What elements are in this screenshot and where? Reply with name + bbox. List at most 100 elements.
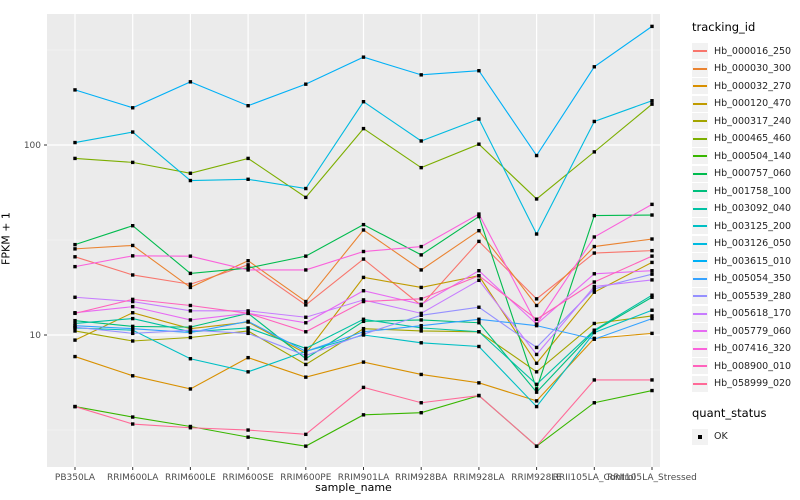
legend-key-swatch xyxy=(692,130,708,147)
legend-label: Hb_000120_470 xyxy=(714,98,792,109)
legend-label: Hb_003125_200 xyxy=(714,220,792,232)
legend-key-line xyxy=(693,382,707,385)
data-point xyxy=(361,326,366,331)
data-point xyxy=(188,309,193,313)
data-point xyxy=(73,329,77,333)
data-point xyxy=(592,251,596,255)
legend-key-swatch xyxy=(692,358,708,374)
data-point xyxy=(304,299,308,304)
data-point xyxy=(304,362,308,367)
data-point xyxy=(246,435,250,439)
data-point xyxy=(477,117,481,121)
data-point xyxy=(131,160,135,165)
data-point xyxy=(131,304,135,309)
x-tick-label: RRIM928LE xyxy=(511,473,562,483)
data-point xyxy=(73,321,77,326)
data-point xyxy=(534,387,539,391)
legend-label: Hb_000504_140 xyxy=(714,150,792,162)
data-point xyxy=(246,177,250,181)
data-point xyxy=(477,393,481,398)
data-point xyxy=(419,341,423,345)
x-tick-label: RRIM600LE xyxy=(165,473,216,483)
legend-item-Hb_000030_300: Hb_000030_300 xyxy=(692,60,798,77)
legend-key-swatch xyxy=(692,340,708,357)
legend-label: Hb_005539_280 xyxy=(714,290,792,302)
data-point xyxy=(534,382,539,387)
data-point xyxy=(477,305,481,309)
data-point xyxy=(361,332,366,336)
data-point xyxy=(361,55,366,59)
legend-label: Hb_000465_460 xyxy=(714,133,792,144)
legend-key-swatch xyxy=(692,270,708,287)
data-point xyxy=(73,255,77,259)
data-point xyxy=(73,140,77,145)
data-point xyxy=(131,415,135,419)
legend-key-swatch xyxy=(692,78,708,94)
data-point xyxy=(304,432,308,437)
data-point xyxy=(131,106,135,110)
data-point xyxy=(419,311,423,316)
data-point xyxy=(73,404,77,409)
legend-key-line xyxy=(693,67,707,70)
data-point xyxy=(592,150,596,154)
data-point xyxy=(131,311,135,315)
data-point xyxy=(188,325,193,329)
data-point xyxy=(477,228,481,233)
legend-key-swatch xyxy=(692,165,708,182)
data-point xyxy=(534,322,539,326)
data-point xyxy=(361,360,366,364)
data-point xyxy=(188,171,193,175)
data-point xyxy=(73,88,77,92)
data-point xyxy=(131,243,135,248)
data-point xyxy=(188,387,193,391)
data-point xyxy=(650,99,654,103)
legend-label: Hb_008900_010 xyxy=(714,360,792,372)
legend-key-line xyxy=(693,207,707,210)
data-point xyxy=(592,287,596,291)
data-point xyxy=(361,228,366,232)
data-point xyxy=(131,374,135,378)
data-point xyxy=(650,213,654,217)
data-point xyxy=(534,444,539,448)
data-point xyxy=(477,274,481,278)
legend-key-line xyxy=(693,102,707,105)
data-point xyxy=(361,330,366,334)
legend-item-Hb_005779_060: Hb_005779_060 xyxy=(692,323,798,339)
data-point xyxy=(650,272,654,276)
data-point xyxy=(131,273,135,277)
data-point xyxy=(188,335,193,340)
quant-key-swatch xyxy=(692,428,708,445)
data-point xyxy=(73,264,77,269)
data-point xyxy=(304,346,308,351)
data-point xyxy=(419,326,423,330)
data-point xyxy=(534,303,539,308)
data-point xyxy=(304,321,308,325)
data-point xyxy=(477,317,481,321)
legend-label: Hb_058999_020 xyxy=(714,378,792,389)
y-tick-label: 100 xyxy=(24,141,41,151)
data-point xyxy=(592,235,596,239)
legend-title-tracking-id: tracking_id xyxy=(692,20,756,34)
data-point xyxy=(534,390,539,394)
data-point xyxy=(650,314,654,318)
data-point xyxy=(419,372,423,377)
legend-key-line xyxy=(693,225,707,227)
data-point xyxy=(592,290,596,294)
data-point xyxy=(188,254,193,258)
data-point xyxy=(361,299,366,304)
data-point xyxy=(650,295,654,299)
data-point xyxy=(246,268,250,272)
data-point xyxy=(650,388,654,393)
data-point xyxy=(304,351,308,356)
legend-key-line xyxy=(693,260,707,262)
legend-key-line xyxy=(693,365,707,367)
data-point xyxy=(246,263,250,267)
data-point xyxy=(73,242,77,247)
legend-key-line xyxy=(693,155,707,157)
data-point xyxy=(73,318,77,323)
data-point xyxy=(188,328,193,332)
legend-key-swatch xyxy=(692,183,708,199)
data-point xyxy=(534,297,539,301)
data-point xyxy=(246,309,250,313)
data-point xyxy=(592,337,596,341)
